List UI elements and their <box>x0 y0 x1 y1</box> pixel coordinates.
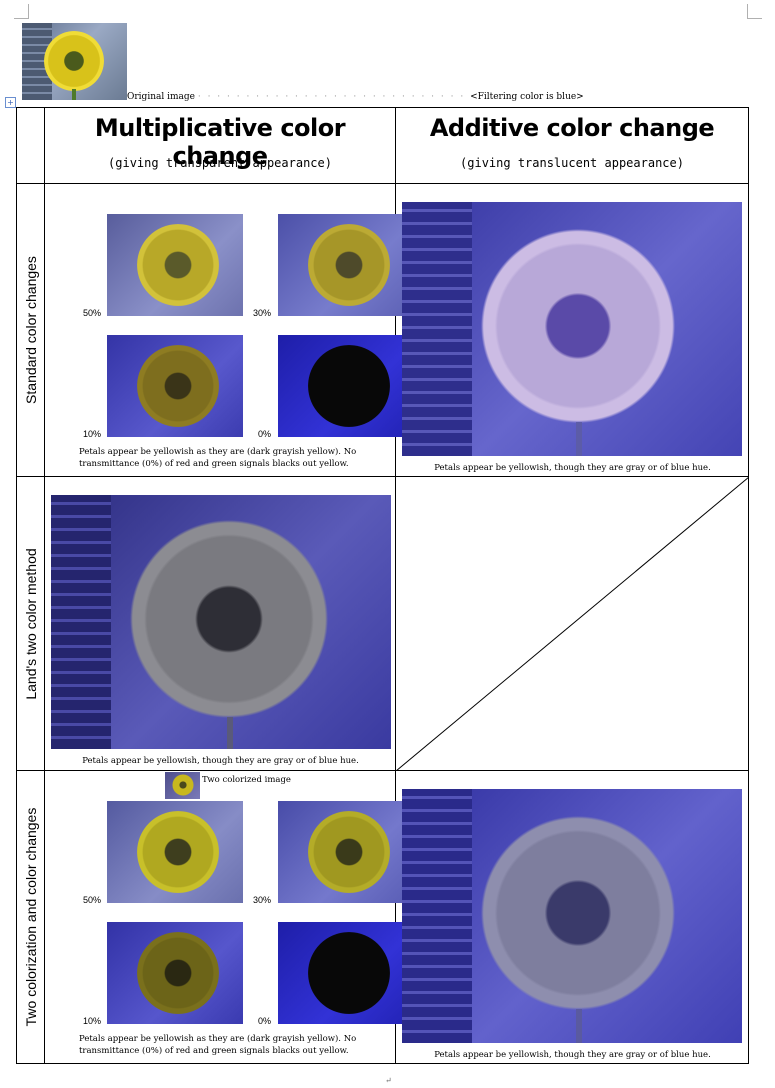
two-colorized-thumbnail <box>165 772 200 799</box>
cell-land-multiplicative: Petals appear be yellowish, though they … <box>44 476 396 771</box>
two-percent-50: 50% <box>83 895 102 905</box>
standard-label: Standard color changes <box>22 256 39 404</box>
two-image-10 <box>107 922 243 1024</box>
multiplicative-subtitle: (giving transparent appearance) <box>108 156 332 170</box>
percent-30: 30% <box>253 308 272 318</box>
row-label-land: Land's two color method <box>16 476 45 771</box>
multiplicative-title: Multiplicative color change <box>94 114 346 170</box>
two-colorization-label: Two colorization and color changes <box>22 807 39 1027</box>
land-note: Petals appear be yellowish, though they … <box>82 756 359 766</box>
corner-cell <box>16 107 45 184</box>
two-colorized-caption: Two colorized image <box>202 775 291 785</box>
cell-land-additive-empty <box>395 476 749 771</box>
page-corner-top-left <box>14 4 29 19</box>
two-additive-note: Petals appear be yellowish, though they … <box>434 1050 711 1060</box>
row-label-standard: Standard color changes <box>16 183 45 477</box>
table-anchor-icon[interactable]: + <box>5 97 16 108</box>
percent-0: 0% <box>258 429 272 439</box>
original-image <box>22 23 127 100</box>
filtering-caption-text: <Filtering color is blue> <box>470 92 584 102</box>
paragraph-mark: ↵ <box>385 1076 392 1085</box>
row-label-two: Two colorization and color changes <box>16 770 45 1064</box>
land-two-color-image <box>51 495 391 749</box>
cell-two-multiplicative: Two colorized image 50% 30% 10% 0% Petal… <box>44 770 414 1064</box>
sunflower-image-10 <box>107 335 243 437</box>
percent-50: 50% <box>83 308 102 318</box>
two-percent-10: 10% <box>83 1016 102 1026</box>
land-label: Land's two color method <box>22 547 39 700</box>
cell-standard-multiplicative: 50% 30% 10% 0% Petals appear be yellowis… <box>44 183 414 477</box>
page-corner-top-right <box>747 4 762 19</box>
comparison-table: Multiplicative color change (giving tran… <box>16 107 749 1064</box>
two-percent-0: 0% <box>258 1016 272 1026</box>
two-additive-image <box>402 789 742 1043</box>
standard-additive-note: Petals appear be yellowish, though they … <box>434 463 711 473</box>
cell-standard-additive: Petals appear be yellowish, though they … <box>395 183 749 477</box>
original-caption: Original image · · · · · · · · · · · · ·… <box>127 92 584 102</box>
original-caption-text: Original image <box>127 92 195 102</box>
sunflower-image-0 <box>278 335 414 437</box>
percent-10: 10% <box>83 429 102 439</box>
standard-multiplicative-note: Petals appear be yellowish as they are (… <box>79 447 357 469</box>
two-image-30 <box>278 801 414 903</box>
two-image-50 <box>107 801 243 903</box>
diagonal-slash <box>396 477 749 771</box>
two-image-0 <box>278 922 414 1024</box>
two-multiplicative-note: Petals appear be yellowish as they are (… <box>79 1034 357 1056</box>
cell-two-additive: Petals appear be yellowish, though they … <box>395 770 749 1064</box>
two-percent-30: 30% <box>253 895 272 905</box>
sunflower-additive-image <box>402 202 742 456</box>
header-additive: Additive color change (giving translucen… <box>395 107 749 184</box>
additive-title: Additive color change <box>429 114 715 142</box>
sunflower-image-30 <box>278 214 414 316</box>
sunflower-image-50 <box>107 214 243 316</box>
header-multiplicative: Multiplicative color change (giving tran… <box>44 107 396 184</box>
additive-subtitle: (giving translucent appearance) <box>460 156 684 170</box>
